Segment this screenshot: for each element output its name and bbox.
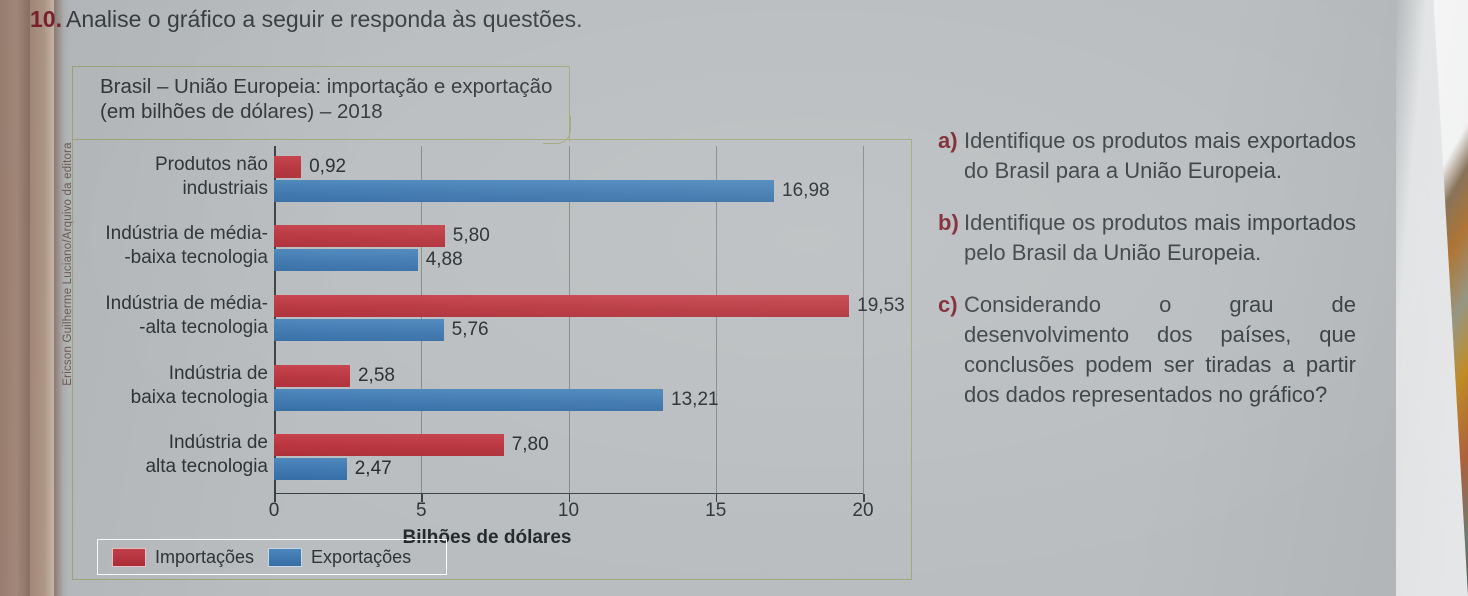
bar-importacoes <box>274 295 850 317</box>
chart-frame <box>72 139 912 580</box>
question-list: a) Identifique os produtos mais exportado… <box>938 126 1356 432</box>
exercise-prompt: Analise o gráfico a seguir e responda às… <box>65 6 583 32</box>
legend-swatch-exportacoes-icon <box>268 547 303 567</box>
page-edge-left <box>0 0 30 596</box>
gridline <box>568 146 570 494</box>
question-letter: c) <box>938 292 958 317</box>
chart-title: Brasil – União Europeia: importação e ex… <box>100 75 553 123</box>
legend-label-exportacoes: Exportações <box>311 546 412 567</box>
bar-importacoes <box>274 434 504 457</box>
bar-importacoes <box>274 225 445 248</box>
bar-value-label: 5,80 <box>452 225 490 247</box>
bar-value-label: 7,80 <box>511 434 549 456</box>
category-label-line: -baixa tecnologia <box>124 247 268 269</box>
x-axis-tick-label: 10 <box>557 500 580 521</box>
chart-title-tab <box>72 66 571 144</box>
question-letter: a) <box>938 128 958 153</box>
question-item: c) Considerando o grau de desenvolvimento… <box>938 290 1356 410</box>
page-edge-left-inner <box>30 0 54 596</box>
category-label: Indústria de média- -baixa tecnologia <box>58 222 268 270</box>
chart-title-notch <box>542 115 571 144</box>
category-label-line: Produtos não <box>154 153 268 175</box>
category-label: Produtos não industriais <box>58 153 268 201</box>
category-label-line: Indústria de média- <box>105 293 268 314</box>
question-text: Considerando o grau de desenvolvimento d… <box>964 292 1356 407</box>
category-label: Indústria de baixa tecnologia <box>58 362 268 410</box>
question-letter: b) <box>938 210 959 235</box>
x-axis-tick <box>274 494 276 502</box>
x-axis-title: Bilhões de dólares <box>402 527 572 548</box>
chart-legend: Importações Exportações <box>97 539 447 575</box>
bar-value-label: 2,47 <box>354 458 392 480</box>
x-axis-tick <box>421 494 423 502</box>
legend-label-importacoes: Importações <box>155 546 255 567</box>
legend-item-exportacoes: Exportações <box>268 547 411 568</box>
bar-importacoes <box>274 364 350 387</box>
bar-importacoes <box>274 155 302 178</box>
bar-exportacoes <box>274 179 775 202</box>
bar-exportacoes <box>274 319 444 341</box>
category-label-line: alta tecnologia <box>145 456 268 478</box>
page-gutter-shadow <box>54 0 70 596</box>
bar-value-label: 13,21 <box>671 388 719 410</box>
question-text: Identifique os produtos mais exportados … <box>964 128 1356 183</box>
exercise-heading: 10. Analise o gráfico a seguir e responda… <box>30 6 930 33</box>
bar-value-label: 16,98 <box>782 179 830 201</box>
x-axis-tick-label: 0 <box>268 500 280 521</box>
x-axis-tick <box>715 494 718 502</box>
bar-exportacoes <box>274 458 347 481</box>
category-label-line: baixa tecnologia <box>130 386 268 408</box>
category-label-line: Indústria de <box>168 432 268 454</box>
bar-value-label: 4,88 <box>425 249 463 271</box>
x-axis-tick-label: 20 <box>852 500 874 521</box>
category-label-line: industriais <box>182 177 268 199</box>
category-label: Indústria de média- -alta tecnologia <box>58 292 268 340</box>
legend-item-importacoes: Importações <box>112 547 254 568</box>
question-item: b) Identifique os produtos mais importado… <box>938 208 1356 268</box>
bar-value-label: 19,53 <box>857 295 905 316</box>
chart-plot-area: 0,92 16,98 5,80 4,88 19,53 5,76 2,58 13,21 7,80 2… <box>274 146 905 502</box>
category-label-line: -alta tecnologia <box>139 317 268 338</box>
legend-swatch-importacoes-icon <box>112 547 146 567</box>
category-label: Indústria de alta tecnologia <box>58 431 268 479</box>
question-item: a) Identifique os produtos mais exportado… <box>938 126 1356 186</box>
x-axis-tick-label: 15 <box>705 500 727 521</box>
exercise-number: 10. <box>30 6 62 32</box>
bar-exportacoes <box>274 388 664 411</box>
gridline <box>863 146 864 494</box>
question-text: Identifique os produtos mais importados … <box>964 210 1356 265</box>
x-axis-tick <box>863 494 865 502</box>
gridline <box>715 146 717 494</box>
x-axis-tick-label: 5 <box>415 500 427 521</box>
category-label-line: Indústria de <box>168 362 268 384</box>
x-axis-tick <box>568 494 570 502</box>
bar-value-label: 2,58 <box>357 364 395 386</box>
bar-value-label: 5,76 <box>451 319 489 340</box>
bar-value-label: 0,92 <box>309 155 347 177</box>
bar-exportacoes <box>274 249 418 272</box>
category-label-line: Indústria de média- <box>105 223 268 245</box>
